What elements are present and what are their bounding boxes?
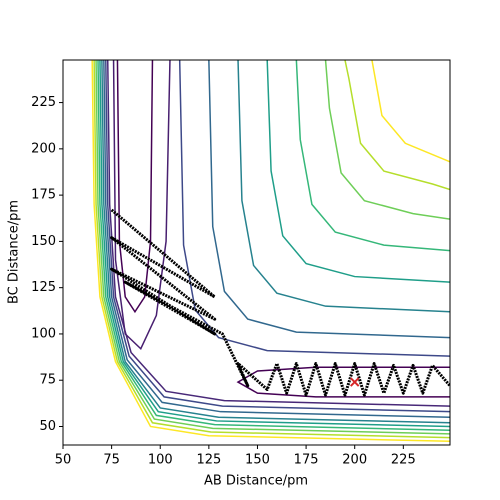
y-tick-label: 225 [31,95,56,110]
contour-line [93,60,450,439]
contour-line [116,60,154,314]
marker [350,377,360,387]
y-tick-label: 125 [31,280,56,295]
x-axis-label: AB Distance/pm [204,474,308,489]
x-tick-label: 200 [342,453,367,468]
contour-line [106,60,450,407]
contour-line [366,60,450,163]
y-axis-label: BC Distance/pm [7,200,22,304]
contour-line [295,60,450,252]
contour-line [105,60,450,413]
contour-line [208,60,450,339]
y-tick-label: 150 [31,234,56,249]
contour-line [266,60,450,283]
contour-line [237,60,450,313]
contour-line [95,60,450,435]
x-tick-label: 175 [294,453,319,468]
trajectory [110,208,450,397]
plot-area [91,60,450,443]
y-tick-label: 50 [39,419,56,434]
contour-line [97,60,450,431]
contour-line [178,60,450,357]
x-tick-label: 75 [103,453,120,468]
contour-line [112,60,171,351]
x-tick-label: 50 [55,453,72,468]
contour-line [103,60,450,418]
x-tick-label: 100 [148,453,173,468]
y-tick-label: 100 [31,326,56,341]
contour-line [91,60,450,443]
x-tick-label: 125 [196,453,221,468]
axes-frame [62,59,451,446]
y-tick-label: 200 [31,141,56,156]
y-tick-label: 75 [39,373,56,388]
contour-line [324,60,450,220]
y-tick-label: 175 [31,188,56,203]
contour-line [344,60,450,191]
x-tick-label: 150 [245,453,270,468]
x-tick-label: 225 [391,453,416,468]
contour-line [99,60,450,428]
contour-line [101,60,450,424]
